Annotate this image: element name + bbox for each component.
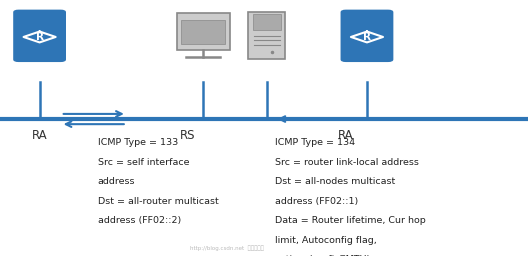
Text: RS: RS xyxy=(180,129,195,142)
Text: ICMP Type = 133: ICMP Type = 133 xyxy=(98,138,178,147)
FancyBboxPatch shape xyxy=(248,12,285,59)
FancyBboxPatch shape xyxy=(341,10,393,62)
Text: Data = Router lifetime, Cur hop: Data = Router lifetime, Cur hop xyxy=(275,216,426,225)
Text: Src = self interface: Src = self interface xyxy=(98,158,189,167)
FancyBboxPatch shape xyxy=(181,19,225,44)
Text: Dst = all-nodes multicast: Dst = all-nodes multicast xyxy=(275,177,395,186)
Text: address (FF02::1): address (FF02::1) xyxy=(275,197,358,206)
FancyBboxPatch shape xyxy=(177,13,230,50)
FancyBboxPatch shape xyxy=(252,14,281,30)
Text: RA: RA xyxy=(32,129,48,142)
Text: limit, Autoconfig flag,: limit, Autoconfig flag, xyxy=(275,236,376,244)
Text: address: address xyxy=(98,177,135,186)
Text: R: R xyxy=(35,32,44,42)
Text: ICMP Type = 134: ICMP Type = 134 xyxy=(275,138,355,147)
Text: R: R xyxy=(363,32,371,42)
Text: address (FF02::2): address (FF02::2) xyxy=(98,216,181,225)
Text: http://blog.csdn.net  沉思的路人: http://blog.csdn.net 沉思的路人 xyxy=(190,245,264,251)
FancyBboxPatch shape xyxy=(13,10,66,62)
Text: RA: RA xyxy=(338,129,354,142)
Text: Dst = all-router multicast: Dst = all-router multicast xyxy=(98,197,219,206)
Text: options(prefix、MTU): options(prefix、MTU) xyxy=(275,255,371,256)
Text: Src = router link-local address: Src = router link-local address xyxy=(275,158,418,167)
